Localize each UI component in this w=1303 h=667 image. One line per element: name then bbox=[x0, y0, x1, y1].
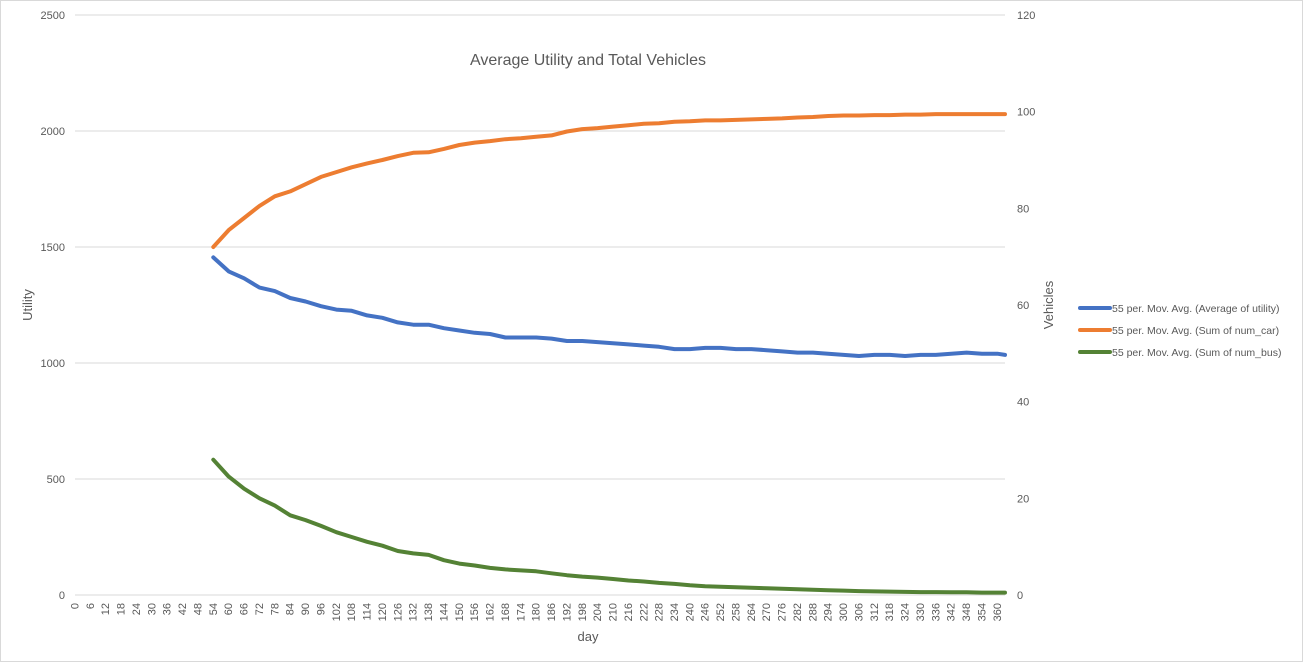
chart-title: Average Utility and Total Vehicles bbox=[470, 52, 706, 69]
x-tick-label: 180 bbox=[531, 603, 543, 621]
x-tick-label: 246 bbox=[700, 603, 712, 621]
x-tick-label: 228 bbox=[654, 603, 666, 621]
y2-tick-label: 120 bbox=[1017, 10, 1035, 22]
x-tick-label: 210 bbox=[608, 603, 620, 621]
x-tick-label: 144 bbox=[438, 603, 450, 621]
x-tick-label: 132 bbox=[408, 603, 420, 621]
x-tick-label: 126 bbox=[392, 603, 404, 621]
y-tick-label: 2500 bbox=[41, 10, 65, 22]
x-tick-label: 24 bbox=[131, 603, 143, 615]
x-tick-label: 78 bbox=[269, 603, 281, 615]
legend-label: 55 per. Mov. Avg. (Sum of num_car) bbox=[1112, 325, 1279, 337]
x-tick-label: 156 bbox=[469, 603, 481, 621]
legend: 55 per. Mov. Avg. (Average of utility) 55… bbox=[1078, 303, 1281, 359]
y-tick-label: 1500 bbox=[41, 242, 65, 254]
x-tick-label: 252 bbox=[715, 603, 727, 621]
x-tick-label: 6 bbox=[85, 603, 97, 609]
x-tick-label: 102 bbox=[331, 603, 343, 621]
x-tick-label: 42 bbox=[177, 603, 189, 615]
y2-axis-title: Vehicles bbox=[1041, 280, 1056, 329]
x-tick-label: 198 bbox=[577, 603, 589, 621]
x-tick-label: 234 bbox=[669, 603, 681, 621]
y2-tick-label: 100 bbox=[1017, 107, 1035, 119]
y-tick-label: 2000 bbox=[41, 126, 65, 138]
x-axis-title: day bbox=[578, 629, 599, 644]
y2-tick-label: 0 bbox=[1017, 590, 1023, 602]
x-tick-label: 240 bbox=[684, 603, 696, 621]
x-tick-label: 168 bbox=[500, 603, 512, 621]
x-tick-label: 312 bbox=[869, 603, 881, 621]
x-tick-label: 90 bbox=[300, 603, 312, 615]
x-tick-label: 360 bbox=[992, 603, 1004, 621]
x-tick-label: 36 bbox=[162, 603, 174, 615]
series-lines bbox=[211, 112, 1007, 595]
x-tick-label: 276 bbox=[777, 603, 789, 621]
x-tick-label: 354 bbox=[976, 603, 988, 621]
series-line-2 bbox=[211, 112, 1007, 249]
x-tick-label: 318 bbox=[884, 603, 896, 621]
x-tick-label: 330 bbox=[915, 603, 927, 621]
x-tick-label: 348 bbox=[961, 603, 973, 621]
y-tick-label: 0 bbox=[59, 590, 65, 602]
x-tick-label: 300 bbox=[838, 603, 850, 621]
x-tick-label: 204 bbox=[592, 603, 604, 621]
y-axis-title: Utility bbox=[20, 289, 35, 321]
x-tick-label: 306 bbox=[853, 603, 865, 621]
x-tick-label: 216 bbox=[623, 603, 635, 621]
x-tick-label: 18 bbox=[116, 603, 128, 615]
x-axis-ticks: 0 6 12 18 24 30 36 42 48 54 60 66 72 78 84 90 96 102 108 11… bbox=[70, 603, 1004, 621]
x-tick-label: 0 bbox=[70, 603, 82, 609]
x-tick-label: 114 bbox=[362, 603, 374, 621]
x-tick-label: 192 bbox=[561, 603, 573, 621]
x-tick-label: 222 bbox=[638, 603, 650, 621]
x-tick-label: 84 bbox=[285, 603, 297, 615]
x-tick-label: 264 bbox=[746, 603, 758, 621]
x-tick-label: 66 bbox=[239, 603, 251, 615]
y2-tick-label: 20 bbox=[1017, 493, 1029, 505]
x-tick-label: 138 bbox=[423, 603, 435, 621]
x-tick-label: 72 bbox=[254, 603, 266, 615]
x-tick-label: 120 bbox=[377, 603, 389, 621]
x-tick-label: 174 bbox=[515, 603, 527, 621]
x-tick-label: 258 bbox=[730, 603, 742, 621]
series-line-3 bbox=[211, 457, 1007, 595]
x-tick-label: 12 bbox=[100, 603, 112, 615]
x-tick-label: 294 bbox=[823, 603, 835, 621]
legend-label: 55 per. Mov. Avg. (Average of utility) bbox=[1112, 303, 1280, 315]
x-tick-label: 108 bbox=[346, 603, 358, 621]
y-tick-label: 500 bbox=[47, 474, 65, 486]
x-tick-label: 282 bbox=[792, 603, 804, 621]
x-tick-label: 186 bbox=[546, 603, 558, 621]
x-tick-label: 162 bbox=[485, 603, 497, 621]
left-axis-ticks: 0 500 1000 1500 2000 2500 bbox=[41, 10, 65, 602]
x-tick-label: 342 bbox=[946, 603, 958, 621]
right-axis-ticks: 0 20 40 60 80 100 120 bbox=[1017, 10, 1035, 602]
x-tick-label: 60 bbox=[223, 603, 235, 615]
y2-tick-label: 40 bbox=[1017, 397, 1029, 409]
series-line-1 bbox=[211, 255, 1007, 358]
x-tick-label: 150 bbox=[454, 603, 466, 621]
x-tick-label: 336 bbox=[930, 603, 942, 621]
x-tick-label: 54 bbox=[208, 603, 220, 615]
x-tick-label: 96 bbox=[315, 603, 327, 615]
legend-label: 55 per. Mov. Avg. (Sum of num_bus) bbox=[1112, 347, 1281, 359]
y-tick-label: 1000 bbox=[41, 358, 65, 370]
x-tick-label: 48 bbox=[192, 603, 204, 615]
x-tick-label: 270 bbox=[761, 603, 773, 621]
y2-tick-label: 60 bbox=[1017, 300, 1029, 312]
x-tick-label: 30 bbox=[146, 603, 158, 615]
y2-tick-label: 80 bbox=[1017, 203, 1029, 215]
x-tick-label: 288 bbox=[807, 603, 819, 621]
x-tick-label: 324 bbox=[900, 603, 912, 621]
